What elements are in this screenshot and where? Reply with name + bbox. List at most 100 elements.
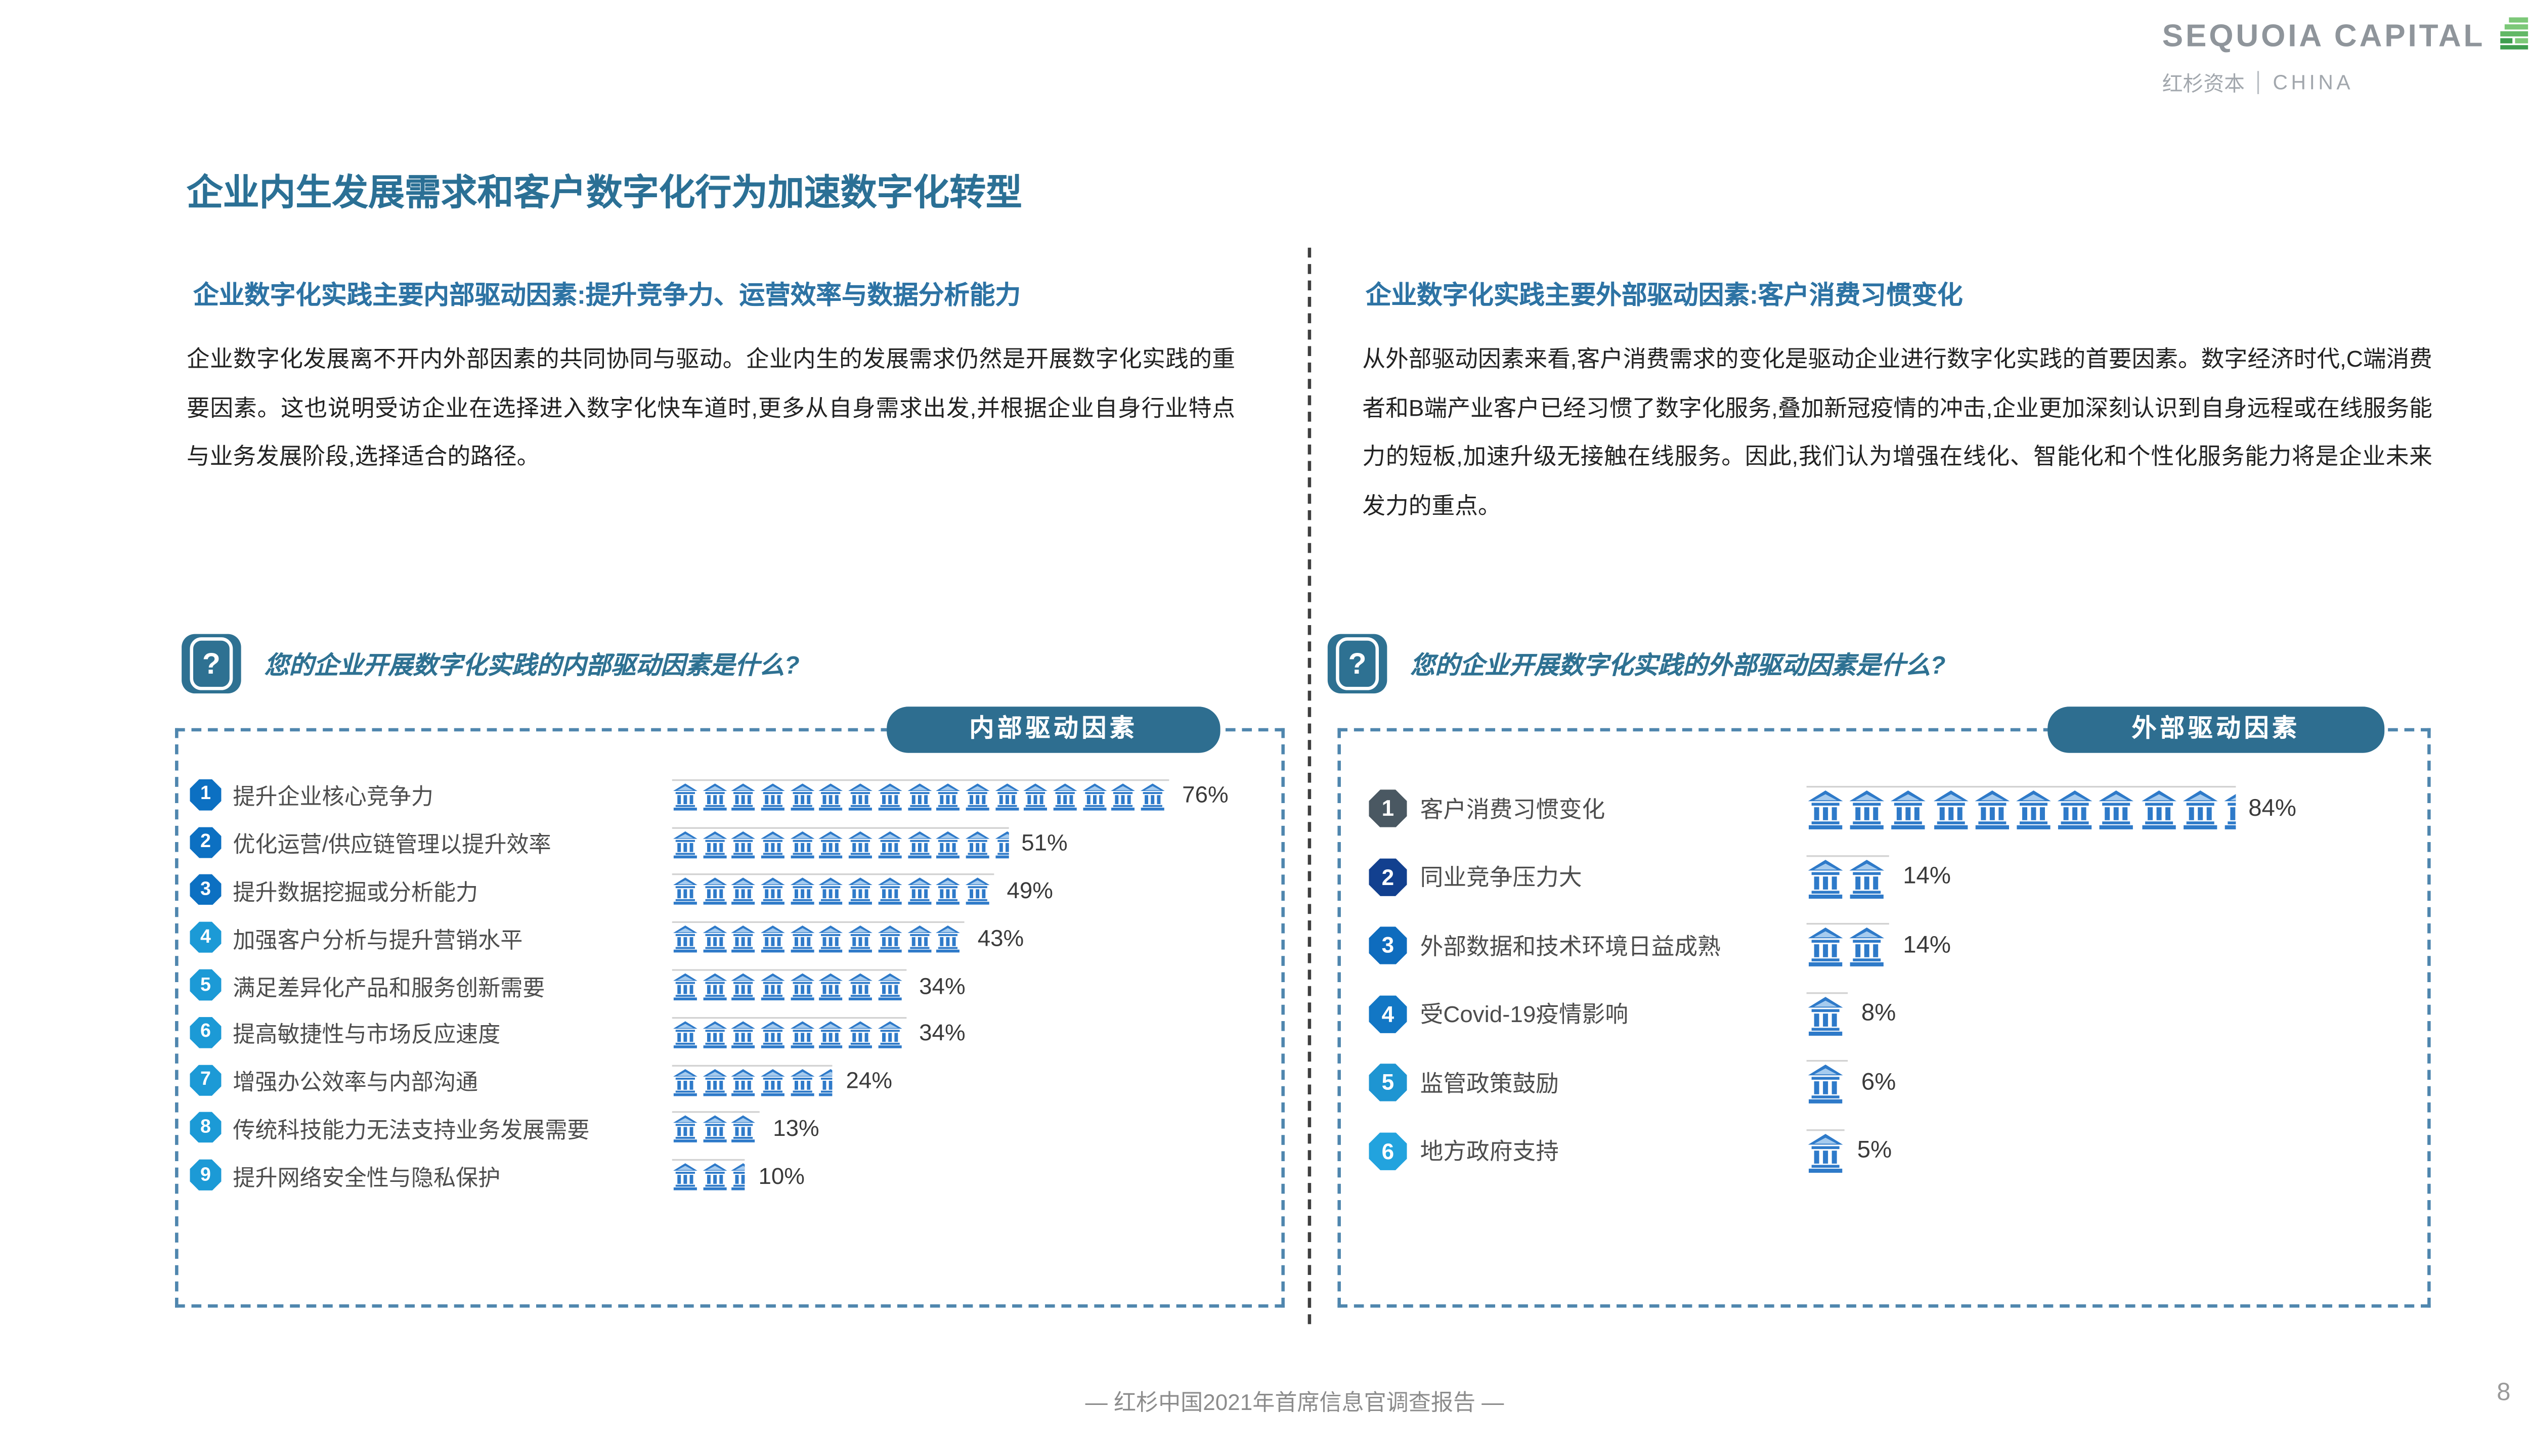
pictograph-bar: [1806, 1060, 1848, 1105]
bank-building-icon: [1849, 928, 1885, 967]
bank-building-icon: [702, 1163, 727, 1190]
bank-building-icon: [819, 830, 844, 858]
rank-badge: 4: [1369, 995, 1407, 1033]
bank-building-icon: [673, 783, 697, 810]
bank-building-icon: [936, 830, 961, 858]
bank-building-icon: [731, 783, 756, 810]
driver-label: 满足差异化产品和服务创新需要: [233, 975, 545, 1000]
right-question-text: 您的企业开展数字化实践的外部驱动因素是什么?: [1410, 651, 1946, 680]
bank-building-icon: [673, 1021, 697, 1048]
bank-building-icon: [702, 830, 727, 858]
driver-row: 6 提高敏捷性与市场反应速度: [179, 1009, 1282, 1056]
rank-badge: 3: [1369, 926, 1407, 965]
bank-building-icon: [819, 1068, 833, 1095]
bank-building-icon: [702, 1021, 727, 1048]
driver-label: 提高敏捷性与市场反应速度: [233, 1023, 501, 1048]
bank-building-icon: [1023, 783, 1048, 810]
driver-row: 3 外部数据和技术环境日益成熟 14%: [1341, 911, 2427, 980]
question-mark-icon: ?: [1327, 634, 1387, 694]
bank-building-icon: [906, 925, 931, 953]
bank-building-icon: [819, 783, 844, 810]
rank-badge: 5: [1369, 1064, 1407, 1102]
value-label: 34%: [919, 972, 966, 998]
driver-row: 3 提升数据挖掘或分析能力: [179, 866, 1282, 914]
right-question: ? 您的企业开展数字化实践的外部驱动因素是什么?: [1327, 634, 1946, 694]
bank-building-icon: [1808, 996, 1843, 1036]
logo-divider: [2258, 70, 2260, 94]
bank-building-icon: [936, 878, 961, 905]
bank-building-icon: [878, 830, 902, 858]
bank-building-icon: [1808, 859, 1843, 899]
driver-label: 传统科技能力无法支持业务发展需要: [233, 1118, 590, 1143]
page-title: 企业内生发展需求和客户数字化行为加速数字化转型: [186, 171, 1022, 213]
bank-building-icon: [1974, 790, 2010, 830]
driver-row: 1 提升企业核心竞争力: [179, 771, 1282, 819]
pictograph-bar: [1806, 855, 1890, 899]
value-label: 76%: [1182, 781, 1229, 808]
driver-row: 2 同业竞争压力大 14%: [1341, 843, 2427, 911]
bank-building-icon: [819, 925, 844, 953]
bank-building-icon: [936, 925, 961, 953]
value-label: 10%: [758, 1162, 805, 1188]
bank-building-icon: [1808, 928, 1843, 967]
pictograph-bar: [672, 1017, 906, 1048]
bank-building-icon: [790, 1068, 814, 1095]
bank-building-icon: [1082, 783, 1107, 810]
pictograph-bar: [1806, 923, 1890, 968]
pictograph-bar: [672, 779, 1169, 811]
bank-building-icon: [878, 973, 902, 1000]
bank-building-icon: [673, 973, 697, 1000]
rank-badge: 4: [190, 921, 222, 953]
rank-badge: 6: [190, 1017, 222, 1048]
bank-building-icon: [2058, 790, 2092, 830]
pictograph-bar: [672, 826, 1009, 858]
value-label: 34%: [919, 1019, 966, 1046]
bank-building-icon: [848, 973, 873, 1000]
center-divider: [1307, 247, 1312, 1325]
page-number: 8: [2497, 1379, 2511, 1407]
bank-building-icon: [731, 973, 756, 1000]
bank-building-icon: [848, 1021, 873, 1048]
left-question: ? 您的企业开展数字化实践的内部驱动因素是什么?: [182, 634, 800, 694]
bank-building-icon: [965, 830, 990, 858]
bank-building-icon: [702, 973, 727, 1000]
bank-building-icon: [2141, 790, 2176, 830]
internal-drivers-panel: 内部驱动因素 1 提升企业核心竞争力: [175, 707, 1285, 1308]
logo-subtitle-en: CHINA: [2273, 70, 2354, 94]
driver-row: 4 加强客户分析与提升营销水平: [179, 914, 1282, 961]
external-drivers-badge: 外部驱动因素: [2047, 707, 2385, 753]
logo-subtitle-cn: 红杉资本: [2162, 72, 2245, 96]
driver-label: 提升数据挖掘或分析能力: [233, 880, 478, 905]
bank-building-icon: [906, 878, 931, 905]
bank-building-icon: [878, 1021, 902, 1048]
bank-building-icon: [673, 1163, 697, 1190]
value-label: 6%: [1861, 1069, 1896, 1096]
value-label: 24%: [846, 1067, 893, 1093]
bank-building-icon: [965, 783, 990, 810]
value-label: 14%: [1903, 932, 1951, 959]
pictograph-bar: [672, 1064, 833, 1096]
bank-building-icon: [761, 830, 785, 858]
bank-building-icon: [790, 973, 814, 1000]
rank-badge: 1: [1369, 789, 1407, 828]
bank-building-icon: [761, 1068, 785, 1095]
rank-badge: 8: [190, 1112, 222, 1143]
bank-building-icon: [673, 830, 697, 858]
bank-building-icon: [790, 830, 814, 858]
value-label: 5%: [1857, 1138, 1892, 1165]
rank-badge: 1: [190, 779, 222, 811]
bank-building-icon: [731, 1116, 756, 1143]
left-section-heading: 企业数字化实践主要内部驱动因素:提升竞争力、运营效率与数据分析能力: [193, 282, 1021, 311]
pictograph-bar: [672, 921, 965, 953]
rank-badge: 9: [190, 1159, 222, 1191]
driver-row: 9 提升网络安全性与隐私保护 10%: [179, 1152, 1282, 1199]
value-label: 84%: [2248, 795, 2296, 822]
bank-building-icon: [848, 925, 873, 953]
bank-building-icon: [673, 1116, 697, 1143]
driver-row: 5 监管政策鼓励 6%: [1341, 1048, 2427, 1117]
bank-building-icon: [848, 878, 873, 905]
bank-building-icon: [878, 878, 902, 905]
bank-building-icon: [731, 1068, 756, 1095]
sequoia-leaf-icon: [2495, 17, 2529, 60]
driver-row: 8 传统科技能力无法支持业务发展需要 13%: [179, 1104, 1282, 1152]
